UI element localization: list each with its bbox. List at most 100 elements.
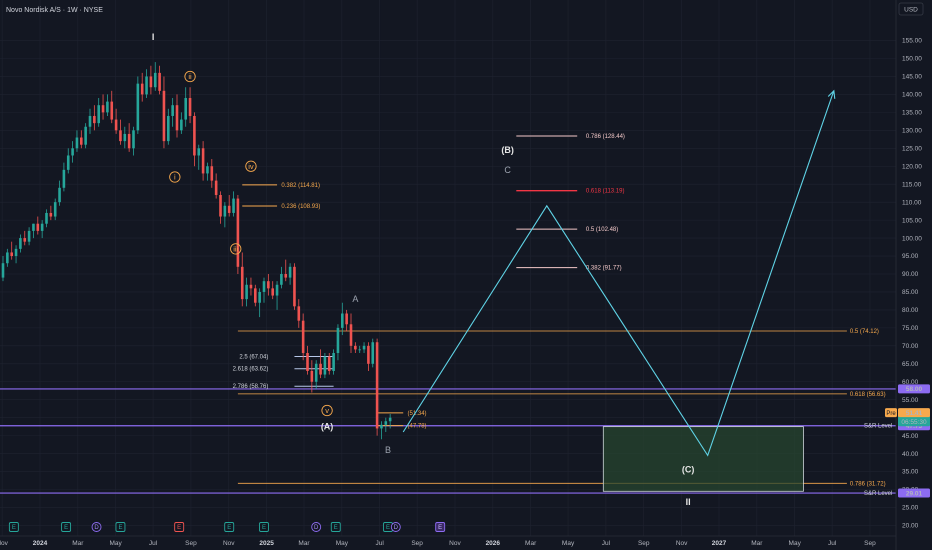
candle-body <box>14 248 18 257</box>
candle-body <box>19 238 22 249</box>
candle-body <box>10 252 13 257</box>
x-tick-label: Jul <box>376 540 385 547</box>
x-tick-label: Jul <box>149 540 158 547</box>
x-tick-label: 2025 <box>259 540 274 547</box>
x-tick-label: Nov <box>0 540 9 547</box>
y-tick-label: 60.00 <box>902 379 919 386</box>
y-tick-label: 105.00 <box>902 217 922 224</box>
wave-label-circle <box>230 243 242 255</box>
candle-body <box>88 115 92 127</box>
wave-label-circle <box>321 404 333 417</box>
projection-arrowhead <box>827 89 836 99</box>
x-tick-label: 2026 <box>486 540 501 547</box>
candle-body <box>97 105 100 124</box>
sr-price-tag: 47.75 <box>906 423 923 430</box>
fib-level-label: (47.78) <box>408 424 427 430</box>
event-marker-label: E <box>177 525 181 531</box>
wave-label: A <box>352 294 358 304</box>
candle-body <box>197 148 201 156</box>
candle-body <box>36 223 40 231</box>
x-tick-label: Mar <box>298 540 310 547</box>
event-marker-label: D <box>314 525 319 531</box>
y-tick-label: 25.00 <box>902 505 919 512</box>
sr-level-label: S&R Level <box>864 491 892 497</box>
y-tick-label: 125.00 <box>902 145 922 152</box>
y-tick-label: 110.00 <box>902 199 922 206</box>
projection-path <box>402 90 835 457</box>
candle-body <box>201 148 205 174</box>
candle-body <box>167 115 170 142</box>
candle-body <box>314 363 318 382</box>
candle-body <box>175 105 179 131</box>
fib-level-label: 0.236 (108.93) <box>281 204 320 210</box>
y-tick-label: 90.00 <box>902 271 919 278</box>
candle-body <box>384 421 388 425</box>
candle-body <box>232 198 235 213</box>
event-marker-label: E <box>334 525 338 531</box>
wave-label: iii <box>233 244 238 253</box>
y-tick-label: 120.00 <box>902 163 922 170</box>
event-marker-label: E <box>227 525 231 531</box>
fib-level-long-label: 0.618 (56.63) <box>850 392 886 398</box>
y-tick-label: 20.00 <box>902 523 919 530</box>
x-tick-label: Sep <box>638 540 650 547</box>
wave-label: v <box>325 406 329 415</box>
wave-label: II <box>686 497 691 507</box>
x-tick-label: May <box>789 540 802 547</box>
candle-body <box>206 166 209 174</box>
candle-body <box>375 342 379 429</box>
candle-body <box>127 133 131 149</box>
event-marker-label: E <box>386 525 390 531</box>
candle-body <box>153 72 157 88</box>
fib-level-long-label: 0.5 (74.12) <box>850 329 879 335</box>
event-marker-label: E <box>262 525 266 531</box>
x-tick-label: Nov <box>223 540 235 547</box>
event-marker <box>91 522 102 532</box>
candle-body <box>323 356 327 375</box>
x-tick-label: May <box>562 540 575 547</box>
y-tick-label: 140.00 <box>902 92 922 99</box>
y-tick-label: 155.00 <box>902 38 922 45</box>
candle-body <box>193 115 196 156</box>
target-zone-box <box>602 426 804 492</box>
candle-body <box>53 202 57 217</box>
event-marker <box>115 522 126 532</box>
event-marker-label: E <box>438 525 442 531</box>
x-tick-label: 2027 <box>712 540 727 547</box>
candle-body <box>40 223 44 231</box>
candle-body <box>75 137 79 149</box>
x-tick-label: Jul <box>602 540 611 547</box>
candle-body <box>214 180 218 195</box>
event-marker <box>259 522 269 532</box>
currency-box[interactable] <box>898 2 924 16</box>
y-tick-label: 130.00 <box>902 128 922 135</box>
candle-body <box>223 205 227 217</box>
candle-body <box>245 284 248 300</box>
y-tick-label: 95.00 <box>902 253 919 260</box>
prev-close-bg <box>898 408 930 418</box>
candle-body <box>66 155 70 170</box>
candle-body <box>58 187 61 203</box>
fib-level-label: 0.618 (113.19) <box>586 189 625 195</box>
event-marker <box>390 522 401 532</box>
candle-body <box>319 363 322 375</box>
event-marker <box>435 522 446 532</box>
sr-price-tag-bg <box>898 384 930 394</box>
y-tick-label: 45.00 <box>902 433 919 440</box>
candle-body <box>171 105 174 116</box>
countdown-label: 06:55:30 <box>901 419 927 426</box>
candle-body <box>80 137 83 145</box>
fib-level-label: 2.5 (67.04) <box>239 354 268 360</box>
candle-body <box>341 313 344 328</box>
sr-level-label: S&R Level <box>864 424 892 430</box>
candle-body <box>93 115 96 124</box>
wave-label-circle <box>184 70 196 83</box>
fib-level-label: 0.786 (128.44) <box>586 134 625 140</box>
wave-label: i <box>174 173 176 182</box>
wave-label: ii <box>188 72 192 81</box>
event-marker <box>8 522 19 532</box>
candle-body <box>188 98 192 116</box>
event-marker-label: E <box>64 525 68 531</box>
